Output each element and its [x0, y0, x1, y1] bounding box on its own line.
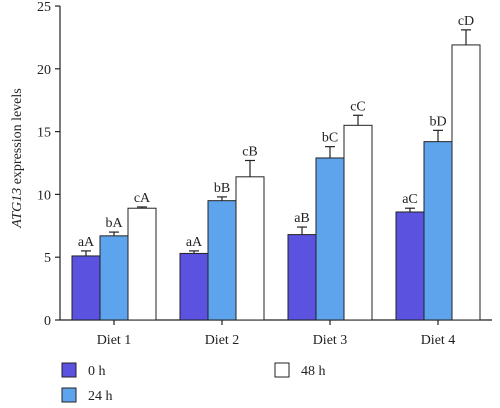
- legend-label: 24 h: [88, 389, 113, 404]
- bar: [207, 200, 237, 321]
- bar-labels-group: aA bA cA aA bB cB aB bC cC aC bD cD: [78, 14, 474, 250]
- bar: [99, 235, 129, 321]
- axes: 0 5 10 15 20 25 Diet 1 Diet 2 Diet 3 Diet 4: [37, 0, 492, 348]
- legend-label: 48 h: [301, 364, 326, 379]
- bar-label: bD: [429, 114, 446, 129]
- legend: 0 h 24 h 48 h: [61, 362, 326, 404]
- bar-label: bC: [322, 131, 338, 146]
- x-tick-label: Diet 1: [97, 333, 132, 348]
- bar: [343, 124, 373, 321]
- y-tick-label: 20: [37, 63, 51, 78]
- bar-label: aA: [186, 235, 203, 250]
- y-tick-label: 25: [37, 0, 51, 15]
- x-tick-label: Diet 4: [421, 333, 456, 348]
- bars-group: [71, 29, 481, 321]
- legend-label: 0 h: [88, 364, 106, 379]
- bar: [235, 176, 265, 321]
- y-axis-label: ATG13 expression levels: [10, 88, 25, 228]
- y-axis-label-rest: expression levels: [10, 88, 25, 188]
- x-tick-label: Diet 3: [313, 333, 348, 348]
- bar-label: aC: [402, 192, 418, 207]
- y-axis-label-gene: ATG13: [10, 188, 25, 229]
- legend-swatch: [61, 387, 77, 403]
- bar-label: cA: [134, 191, 151, 206]
- bar: [127, 207, 157, 321]
- x-tick-label: Diet 2: [205, 333, 240, 348]
- bar: [451, 44, 481, 321]
- bar: [423, 141, 453, 321]
- bar: [71, 255, 101, 321]
- y-tick-label: 5: [44, 251, 51, 266]
- bar: [287, 234, 317, 321]
- bar-label: aB: [294, 211, 310, 226]
- bar: [179, 252, 209, 321]
- legend-swatch: [61, 362, 77, 378]
- legend-swatch: [274, 362, 290, 378]
- bar-label: bA: [105, 216, 123, 231]
- bar-label: cB: [242, 144, 258, 159]
- bar: [315, 157, 345, 321]
- y-tick-label: 15: [37, 126, 51, 141]
- bar-label: cD: [458, 14, 474, 29]
- y-tick-label: 10: [37, 188, 51, 203]
- bar-label: cC: [350, 99, 366, 114]
- bar-label: bB: [214, 181, 230, 196]
- bar: [395, 211, 425, 321]
- y-tick-label: 0: [44, 314, 51, 329]
- bar-label: aA: [78, 235, 95, 250]
